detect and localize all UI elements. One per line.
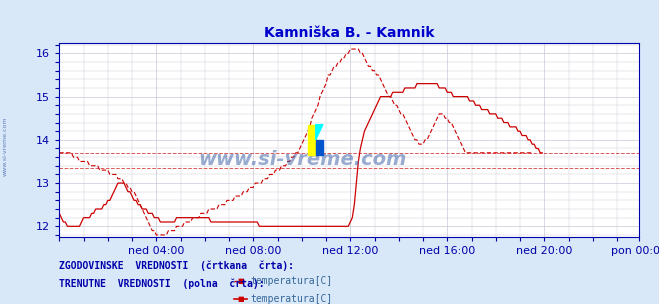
Polygon shape (316, 125, 323, 140)
Polygon shape (308, 125, 316, 155)
Text: temperatura[C]: temperatura[C] (250, 294, 333, 303)
Text: www.si-vreme.com: www.si-vreme.com (199, 150, 407, 169)
Text: www.si-vreme.com: www.si-vreme.com (3, 116, 8, 176)
Text: temperatura[C]: temperatura[C] (250, 276, 333, 286)
Text: TRENUTNE  VREDNOSTI  (polna  črta):: TRENUTNE VREDNOSTI (polna črta): (59, 279, 265, 289)
Text: ZGODOVINSKE  VREDNOSTI  (črtkana  črta):: ZGODOVINSKE VREDNOSTI (črtkana črta): (59, 261, 295, 271)
Title: Kamniška B. - Kamnik: Kamniška B. - Kamnik (264, 26, 434, 40)
Polygon shape (316, 140, 323, 155)
Text: ■: ■ (237, 295, 244, 302)
Text: ■: ■ (237, 278, 244, 284)
